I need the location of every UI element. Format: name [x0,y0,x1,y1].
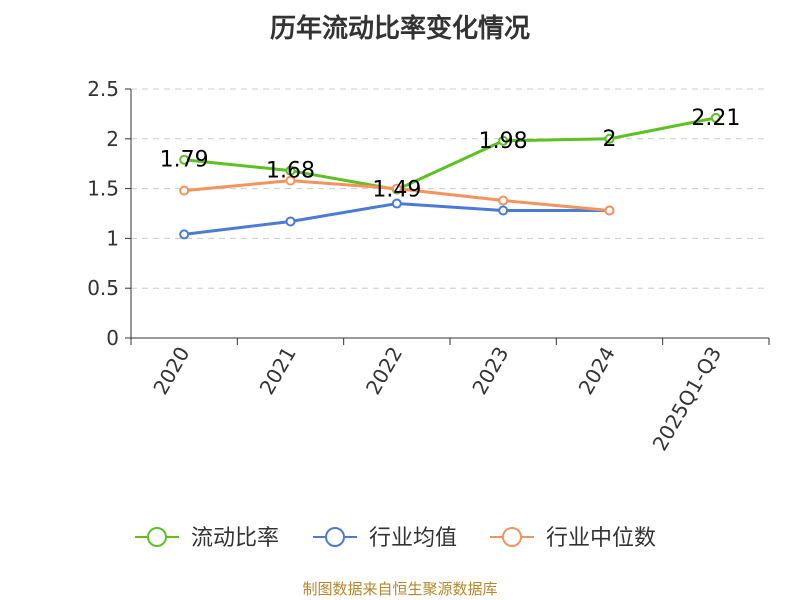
x-tick-label: 2024 [574,343,620,399]
legend-label: 行业均值 [369,526,457,551]
data-label: 2.21 [691,106,740,131]
x-tick-label: 2022 [361,343,407,399]
series-line-1 [184,116,717,192]
data-label: 1.79 [160,148,209,173]
y-tick-label: 2.5 [87,77,119,101]
data-point [285,216,296,227]
data-label: 1.98 [479,129,528,154]
data-point [498,205,509,216]
data-point [179,185,190,196]
y-tick-label: 2 [106,127,119,151]
x-tick-label: 2021 [255,343,301,399]
data-label: 1.49 [372,178,421,203]
data-point [285,175,296,186]
data-point [498,135,509,146]
data-point [391,198,402,209]
chart-title: 历年流动比率变化情况 [269,14,530,44]
y-tick-label: 0 [106,326,119,350]
legend-marker [325,527,345,547]
y-tick-label: 1 [106,226,119,250]
data-point [285,165,296,176]
data-point [604,133,615,144]
source-note: 制图数据来自恒生聚源数据库 [302,580,498,598]
data-label: 2 [603,127,617,152]
y-tick-label: 0.5 [87,276,119,300]
data-point [179,154,190,165]
data-point [604,205,615,216]
legend-label: 流动比率 [191,526,279,551]
data-point [710,112,721,123]
x-tick-label: 2023 [467,342,513,398]
data-point [498,195,509,206]
legend-marker [147,527,167,547]
legend-label: 行业中位数 [546,526,656,551]
data-label: 1.68 [266,159,315,184]
y-tick-label: 1.5 [87,177,119,201]
data-point [179,229,190,240]
x-tick-label: 2020 [148,343,194,399]
legend-marker [502,527,522,547]
x-tick-label: 2025Q1-Q3 [647,343,726,455]
data-point [391,183,402,194]
